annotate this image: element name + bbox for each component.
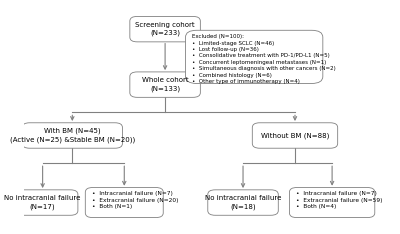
FancyBboxPatch shape xyxy=(252,123,338,148)
FancyBboxPatch shape xyxy=(290,187,375,218)
Text: No intracranial failure
(N=18): No intracranial failure (N=18) xyxy=(205,195,281,210)
Text: Without BM (N=88): Without BM (N=88) xyxy=(261,132,329,139)
FancyBboxPatch shape xyxy=(22,123,122,148)
FancyBboxPatch shape xyxy=(208,190,278,215)
Text: Whole cohort
(N=133): Whole cohort (N=133) xyxy=(142,77,188,92)
Text: Screening cohort
(N=233): Screening cohort (N=233) xyxy=(135,22,195,36)
FancyBboxPatch shape xyxy=(130,16,200,42)
Text: Excluded (N=100):
•  Limited-stage SCLC (N=46)
•  Lost follow-up (N=36)
•  Conso: Excluded (N=100): • Limited-stage SCLC (… xyxy=(192,34,336,84)
FancyBboxPatch shape xyxy=(7,190,78,215)
FancyBboxPatch shape xyxy=(85,187,163,218)
Text: With BM (N=45)
(Active (N=25) &Stable BM (N=20)): With BM (N=45) (Active (N=25) &Stable BM… xyxy=(10,128,135,143)
Text: •  Intracranial failure (N=7)
•  Extracranial failure (N=59)
•  Both (N=4): • Intracranial failure (N=7) • Extracran… xyxy=(296,191,382,209)
FancyBboxPatch shape xyxy=(186,30,323,84)
Text: •  Intracranial failure (N=7)
•  Extracranial failure (N=20)
•  Both (N=1): • Intracranial failure (N=7) • Extracran… xyxy=(92,191,178,209)
Text: No intracranial failure
(N=17): No intracranial failure (N=17) xyxy=(4,195,81,210)
FancyBboxPatch shape xyxy=(130,72,200,97)
